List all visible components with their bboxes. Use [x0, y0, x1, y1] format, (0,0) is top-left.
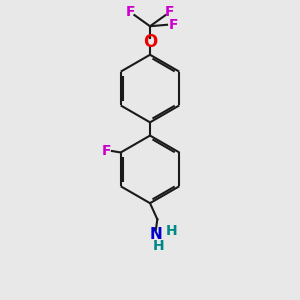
Text: F: F: [169, 18, 178, 32]
Text: F: F: [164, 4, 174, 19]
Text: H: H: [153, 239, 165, 254]
Text: N: N: [149, 226, 162, 242]
Text: F: F: [102, 144, 112, 158]
Text: O: O: [143, 33, 157, 51]
Text: H: H: [165, 224, 177, 238]
Text: F: F: [126, 4, 136, 19]
